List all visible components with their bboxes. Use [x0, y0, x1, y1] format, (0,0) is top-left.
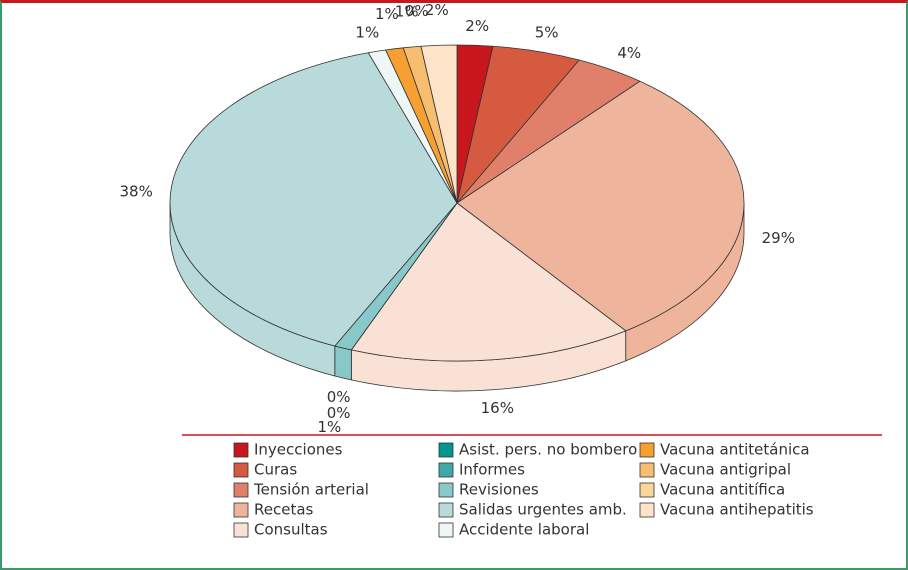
data-label: 1%: [355, 24, 379, 42]
pie-slice: [169, 52, 458, 347]
legend-label: Consultas: [254, 521, 328, 539]
legend-swatch: [438, 522, 454, 538]
data-label: 16%: [481, 399, 514, 417]
data-label: 1%: [375, 5, 399, 23]
data-label: 2%: [465, 17, 489, 35]
data-label: 0%: [327, 388, 351, 406]
pie-slice: [456, 80, 745, 332]
legend-swatch: [233, 522, 249, 538]
pie-slice: [350, 202, 627, 362]
data-label: 1%: [317, 418, 341, 436]
legend-label: Inyecciones: [254, 441, 343, 459]
legend-swatch: [438, 462, 454, 478]
data-label: 38%: [120, 182, 153, 200]
legend-label: Tensión arterial: [253, 481, 369, 499]
pie-slice: [420, 44, 458, 204]
legend-label: Recetas: [254, 501, 314, 519]
legend-swatch: [639, 442, 655, 458]
legend-swatch: [233, 482, 249, 498]
legend-swatch: [639, 462, 655, 478]
legend-label: Vacuna antigripal: [660, 461, 791, 479]
legend-label: Revisiones: [459, 481, 539, 499]
legend-label: Vacuna antitetánica: [660, 441, 810, 459]
legend-label: Vacuna antitífica: [660, 481, 785, 499]
data-label: 0%: [405, 3, 429, 20]
data-label: 1%: [395, 3, 419, 21]
legend-label: Curas: [254, 461, 297, 479]
pie-side: [334, 345, 352, 381]
legend-swatch: [233, 442, 249, 458]
legend-swatch: [438, 482, 454, 498]
legend-label: Informes: [459, 461, 525, 479]
legend-swatch: [233, 462, 249, 478]
legend-label: Asist. pers. no bombero: [459, 441, 637, 459]
data-label: 5%: [535, 24, 559, 42]
data-label: 29%: [762, 229, 795, 247]
data-label: 4%: [617, 44, 641, 62]
legend-swatch: [639, 502, 655, 518]
legend-label: Salidas urgentes amb.: [459, 501, 627, 519]
legend-label: Vacuna antihepatitis: [660, 501, 814, 519]
legend-label: Accidente laboral: [459, 521, 589, 539]
chart: 2% 5%4%29%16%0%0%1%38%1%1%1%0%2%Inyeccion…: [120, 3, 882, 539]
legend-swatch: [438, 442, 454, 458]
legend-swatch: [233, 502, 249, 518]
data-label: 0%: [327, 404, 351, 422]
legend-swatch: [639, 482, 655, 498]
data-label: 2%: [425, 3, 449, 19]
legend-swatch: [438, 502, 454, 518]
